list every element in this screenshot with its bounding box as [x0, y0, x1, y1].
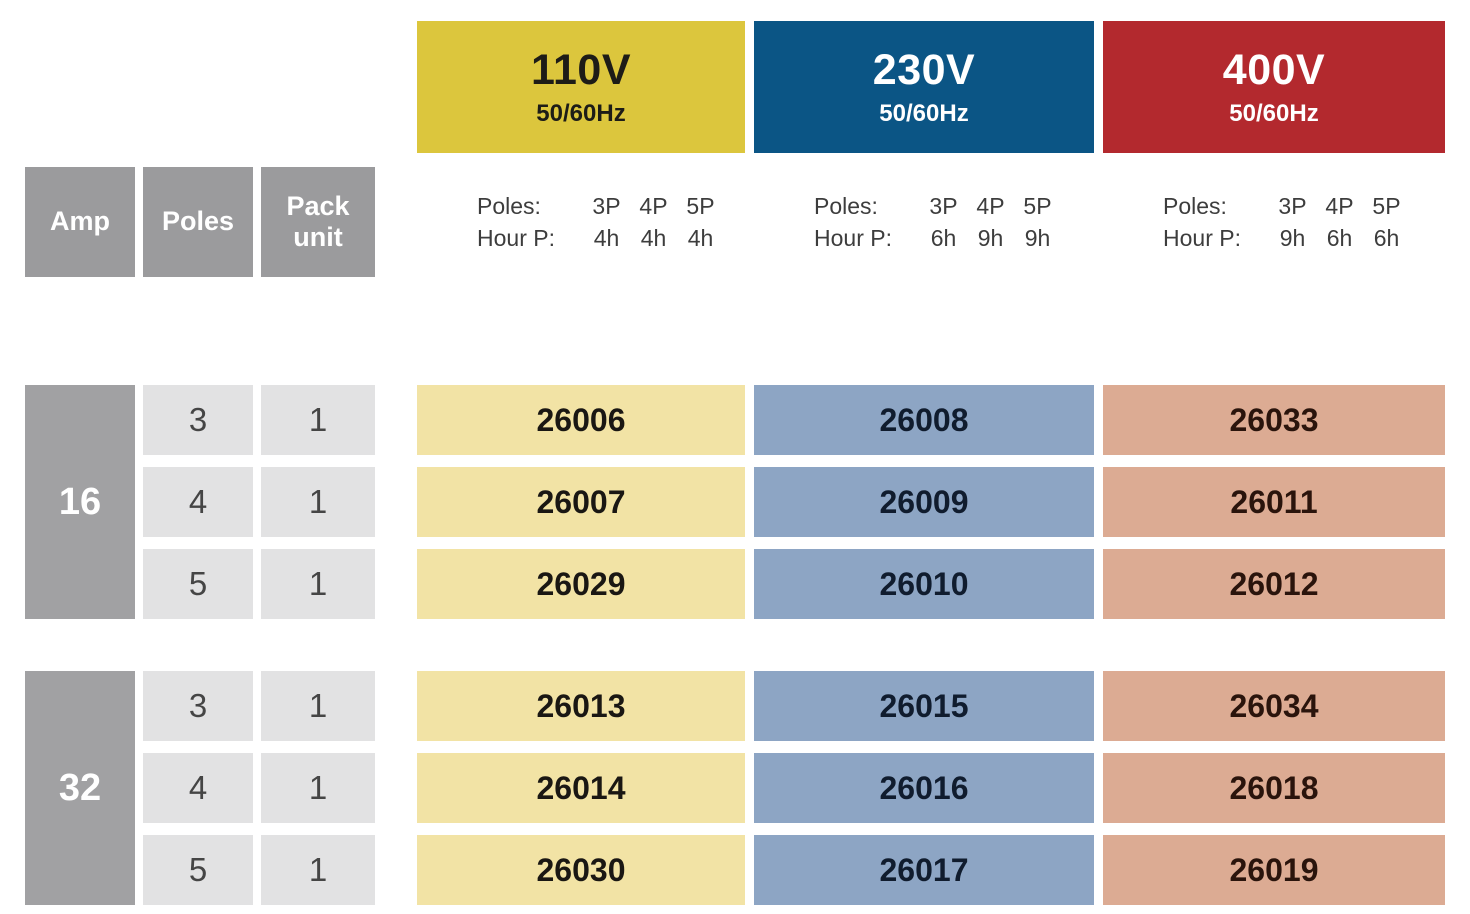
poles-cell: 5	[143, 835, 253, 905]
table-row: 4 1 26007 26009 26011	[135, 467, 1445, 537]
poles-spec-value: 3P	[1278, 193, 1307, 219]
hour-spec-value: 6h	[1326, 225, 1353, 251]
hour-spec-value: 6h	[930, 225, 957, 251]
poles-cell: 3	[143, 385, 253, 455]
product-code-cell-230v: 26015	[754, 671, 1094, 741]
product-code-cell-400v: 26034	[1103, 671, 1445, 741]
product-code-cell-230v: 26009	[754, 467, 1094, 537]
voltage-header-400v: 400V 50/60Hz	[1103, 21, 1445, 153]
product-code-cell-230v: 26010	[754, 549, 1094, 619]
pack-unit-cell: 1	[261, 549, 375, 619]
voltage-header-230v: 230V 50/60Hz	[754, 21, 1094, 153]
product-code-cell-400v: 26011	[1103, 467, 1445, 537]
product-code-cell-230v: 26008	[754, 385, 1094, 455]
voltage-headers-row: 110V 50/60Hz 230V 50/60Hz 400V 50/60Hz	[417, 21, 1445, 153]
product-code-cell-110v: 26006	[417, 385, 745, 455]
hour-spec-value: 6h	[1373, 225, 1400, 251]
poles-spec-label: Poles:	[814, 193, 878, 219]
frequency-label-230v: 50/60Hz	[879, 99, 969, 127]
column-headers-band: Amp Poles Pack unit Poles: 3P 4P 5P Hour…	[25, 167, 1445, 277]
hour-spec-value: 4h	[687, 225, 714, 251]
poles-spec-value: 3P	[929, 193, 958, 219]
table-row: 5 1 26029 26010 26012	[135, 549, 1445, 619]
hour-spec-label: Hour P:	[477, 225, 555, 251]
hour-spec-row-400v: Hour P: 9h 6h 6h	[1163, 222, 1445, 254]
hour-spec-label: Hour P:	[1163, 225, 1241, 251]
hour-spec-value: 9h	[1024, 225, 1051, 251]
pack-unit-cell: 1	[261, 835, 375, 905]
hour-spec-row-110v: Hour P: 4h 4h 4h	[477, 222, 745, 254]
amp-column-header: Amp	[25, 167, 135, 277]
product-code-cell-110v: 26014	[417, 753, 745, 823]
pack-unit-column-header: Pack unit	[261, 167, 375, 277]
product-code-cell-110v: 26013	[417, 671, 745, 741]
hour-spec-value: 4h	[640, 225, 667, 251]
poles-spec-value: 4P	[639, 193, 668, 219]
table-row: 3 1 26013 26015 26034	[135, 671, 1445, 741]
amp-group-32: 32 3 1 26013 26015 26034 4 1 26014 26016…	[25, 671, 1445, 905]
product-code-cell-400v: 26019	[1103, 835, 1445, 905]
spec-info-110v: Poles: 3P 4P 5P Hour P: 4h 4h 4h	[417, 167, 745, 277]
product-code-cell-400v: 26012	[1103, 549, 1445, 619]
poles-cell: 3	[143, 671, 253, 741]
pack-unit-cell: 1	[261, 753, 375, 823]
frequency-label-110v: 50/60Hz	[536, 99, 626, 127]
hour-spec-label: Hour P:	[814, 225, 892, 251]
amp-group-32-rows: 3 1 26013 26015 26034 4 1 26014 26016 26…	[135, 671, 1445, 905]
voltage-header-110v: 110V 50/60Hz	[417, 21, 745, 153]
poles-spec-row-400v: Poles: 3P 4P 5P	[1163, 190, 1445, 222]
poles-spec-value: 5P	[1023, 193, 1052, 219]
poles-spec-value: 5P	[686, 193, 715, 219]
voltage-title-110v: 110V	[530, 45, 632, 94]
table-row: 4 1 26014 26016 26018	[135, 753, 1445, 823]
spec-info-230v: Poles: 3P 4P 5P Hour P: 6h 9h 9h	[754, 167, 1094, 277]
amp-group-16: 16 3 1 26006 26008 26033 4 1 26007 26009…	[25, 385, 1445, 619]
poles-spec-label: Poles:	[1163, 193, 1227, 219]
poles-spec-value: 3P	[592, 193, 621, 219]
pack-unit-cell: 1	[261, 671, 375, 741]
poles-spec-value: 4P	[976, 193, 1005, 219]
pack-unit-cell: 1	[261, 467, 375, 537]
spec-info-400v: Poles: 3P 4P 5P Hour P: 9h 6h 6h	[1103, 167, 1445, 277]
pack-unit-cell: 1	[261, 385, 375, 455]
table-row: 3 1 26006 26008 26033	[135, 385, 1445, 455]
voltage-title-230v: 230V	[872, 45, 976, 94]
product-code-cell-230v: 26016	[754, 753, 1094, 823]
poles-spec-row-110v: Poles: 3P 4P 5P	[477, 190, 745, 222]
amp-value-16: 16	[25, 385, 135, 619]
poles-cell: 5	[143, 549, 253, 619]
amp-value-32: 32	[25, 671, 135, 905]
poles-spec-value: 4P	[1325, 193, 1354, 219]
poles-cell: 4	[143, 467, 253, 537]
poles-spec-label: Poles:	[477, 193, 541, 219]
poles-spec-row-230v: Poles: 3P 4P 5P	[814, 190, 1094, 222]
voltage-title-400v: 400V	[1222, 45, 1326, 94]
hour-spec-row-230v: Hour P: 6h 9h 9h	[814, 222, 1094, 254]
product-code-cell-110v: 26029	[417, 549, 745, 619]
poles-spec-value: 5P	[1372, 193, 1401, 219]
frequency-label-400v: 50/60Hz	[1229, 99, 1319, 127]
hour-spec-value: 4h	[593, 225, 620, 251]
amp-group-16-rows: 3 1 26006 26008 26033 4 1 26007 26009 26…	[135, 385, 1445, 619]
poles-column-header: Poles	[143, 167, 253, 277]
poles-cell: 4	[143, 753, 253, 823]
pack-unit-column-header-label: Pack unit	[286, 190, 350, 252]
product-code-cell-110v: 26030	[417, 835, 745, 905]
product-code-cell-110v: 26007	[417, 467, 745, 537]
product-code-cell-400v: 26018	[1103, 753, 1445, 823]
hour-spec-value: 9h	[1279, 225, 1306, 251]
product-code-cell-400v: 26033	[1103, 385, 1445, 455]
product-code-cell-230v: 26017	[754, 835, 1094, 905]
table-row: 5 1 26030 26017 26019	[135, 835, 1445, 905]
hour-spec-value: 9h	[977, 225, 1004, 251]
